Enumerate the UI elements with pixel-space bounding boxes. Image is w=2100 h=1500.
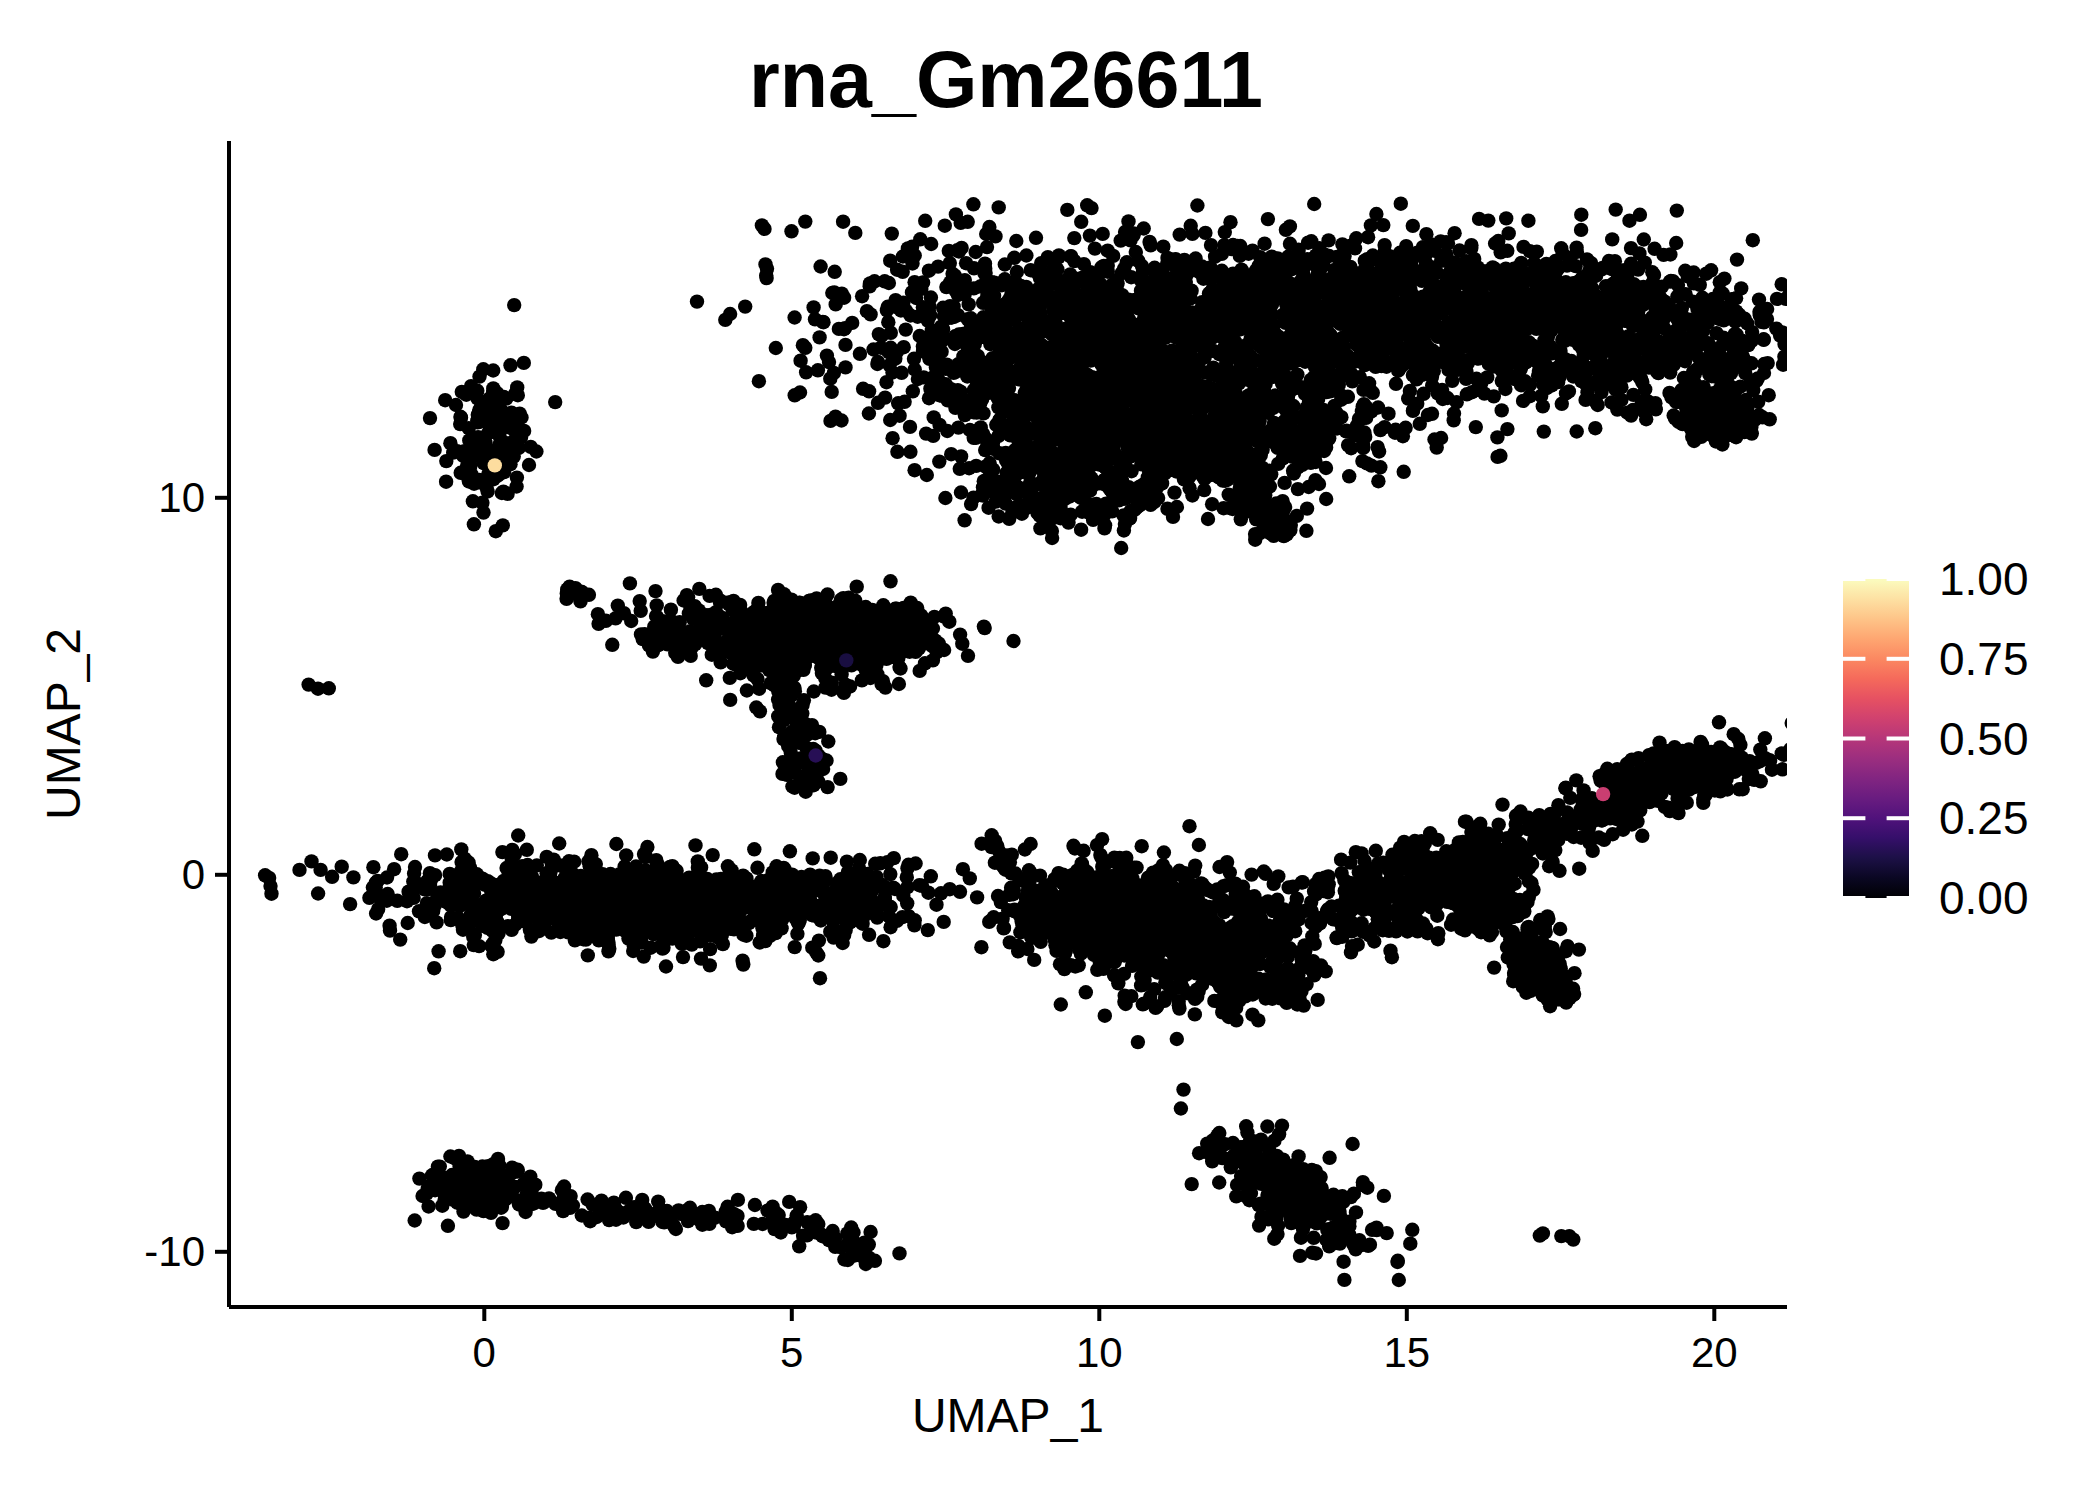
svg-text:0: 0 [182,851,205,898]
svg-text:UMAP_1: UMAP_1 [912,1389,1104,1442]
svg-text:20: 20 [1691,1329,1738,1376]
svg-text:0.50: 0.50 [1939,713,2029,765]
svg-text:10: 10 [158,474,205,521]
svg-text:15: 15 [1383,1329,1430,1376]
svg-text:1.00: 1.00 [1939,553,2029,605]
svg-text:0.25: 0.25 [1939,792,2029,844]
svg-text:-10: -10 [144,1228,205,1275]
svg-text:0.75: 0.75 [1939,633,2029,685]
svg-text:UMAP_2: UMAP_2 [37,628,90,820]
svg-text:5: 5 [780,1329,803,1376]
svg-text:0: 0 [473,1329,496,1376]
svg-text:10: 10 [1076,1329,1123,1376]
svg-text:0.00: 0.00 [1939,872,2029,924]
